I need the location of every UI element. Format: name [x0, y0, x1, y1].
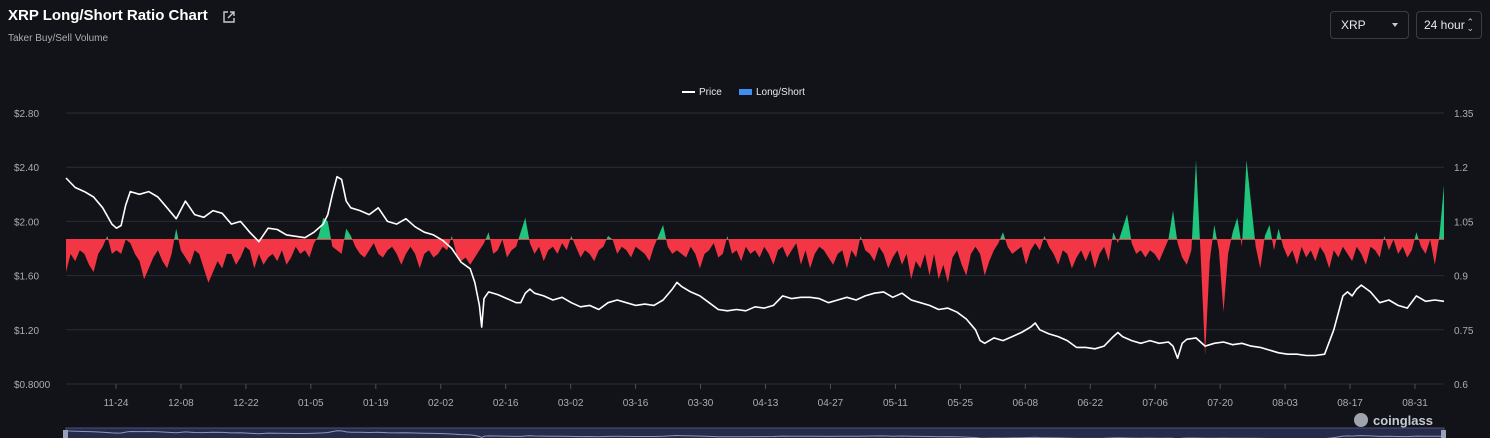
- coinglass-logo-icon: [1354, 413, 1368, 427]
- x-axis: 11-24 12-08 12-22 01-05 01-19 02-02 02-16 03-02…: [104, 384, 1428, 409]
- external-link-icon[interactable]: [222, 10, 236, 24]
- page-title: XRP Long/Short Ratio Chart: [8, 7, 208, 24]
- x-tick-label: 08-03: [1272, 398, 1298, 409]
- short-area: [66, 239, 1444, 356]
- y-left-tick-label: $2.40: [14, 163, 39, 174]
- right-ratio-axis: 1.35 1.2 1.05 0.9 0.75 0.6: [1454, 109, 1474, 391]
- navigator-handle-right[interactable]: [1441, 430, 1446, 438]
- left-price-axis: $2.80 $2.40 $2.00 $1.60 $1.20 $0.8000: [14, 109, 51, 391]
- interval-select[interactable]: 24 hour ⌃ ⌄: [1416, 11, 1482, 39]
- x-tick-label: 02-02: [428, 398, 454, 409]
- x-tick-label: 07-20: [1207, 398, 1233, 409]
- price-series-line: [65, 175, 1445, 360]
- navigator-mini-line: [65, 430, 1444, 438]
- updown-arrows-icon: ⌃ ⌄: [1466, 17, 1474, 33]
- x-tick-label: 08-31: [1402, 398, 1428, 409]
- x-tick-label: 06-08: [1013, 398, 1039, 409]
- x-tick-label: 02-16: [493, 398, 519, 409]
- x-tick-label: 08-17: [1337, 398, 1363, 409]
- x-tick-label: 12-22: [233, 398, 259, 409]
- chart-subtitle: Taker Buy/Sell Volume: [8, 33, 109, 44]
- x-tick-label: 05-25: [948, 398, 974, 409]
- y-right-tick-label: 0.6: [1454, 380, 1468, 391]
- x-tick-label: 11-24: [104, 398, 129, 409]
- x-tick-label: 03-16: [623, 398, 649, 409]
- coin-select[interactable]: XRP: [1330, 11, 1409, 39]
- legend-price-label[interactable]: Price: [699, 87, 722, 98]
- y-left-tick-label: $2.80: [14, 109, 39, 120]
- x-tick-label: 05-11: [883, 398, 908, 409]
- interval-select-value: 24 hour: [1424, 18, 1465, 32]
- y-left-tick-label: $2.00: [14, 217, 39, 228]
- x-tick-label: 04-27: [818, 398, 844, 409]
- y-right-tick-label: 0.9: [1454, 272, 1468, 283]
- chart-grid: [66, 112, 1444, 385]
- price-line: [65, 175, 1445, 360]
- y-right-tick-label: 1.05: [1454, 217, 1474, 228]
- long-area: [105, 160, 1444, 240]
- x-tick-label: 04-13: [753, 398, 779, 409]
- x-tick-label: 06-22: [1077, 398, 1103, 409]
- y-right-tick-label: 0.75: [1454, 326, 1474, 337]
- y-left-tick-label: $0.8000: [14, 380, 51, 391]
- x-tick-label: 07-06: [1142, 398, 1168, 409]
- range-navigator[interactable]: [63, 427, 1446, 438]
- y-right-tick-label: 1.2: [1454, 163, 1468, 174]
- legend-ratio-swatch: [739, 89, 752, 95]
- x-tick-label: 12-08: [168, 398, 194, 409]
- x-tick-label: 01-19: [363, 398, 389, 409]
- x-tick-label: 01-05: [298, 398, 324, 409]
- navigator-handle-left[interactable]: [63, 430, 68, 438]
- x-tick-label: 03-02: [558, 398, 584, 409]
- coinglass-logo: coinglass: [1354, 413, 1433, 428]
- long-short-area: [66, 160, 1444, 356]
- y-right-tick-label: 1.35: [1454, 109, 1474, 120]
- brand-name: coinglass: [1373, 413, 1433, 428]
- chevron-down-icon: [1392, 23, 1398, 27]
- legend-ratio-label[interactable]: Long/Short: [756, 87, 805, 98]
- y-left-tick-label: $1.60: [14, 272, 39, 283]
- x-tick-label: 03-30: [688, 398, 714, 409]
- y-left-tick-label: $1.20: [14, 326, 39, 337]
- legend[interactable]: Price Long/Short: [682, 87, 805, 98]
- coin-select-value: XRP: [1341, 18, 1366, 32]
